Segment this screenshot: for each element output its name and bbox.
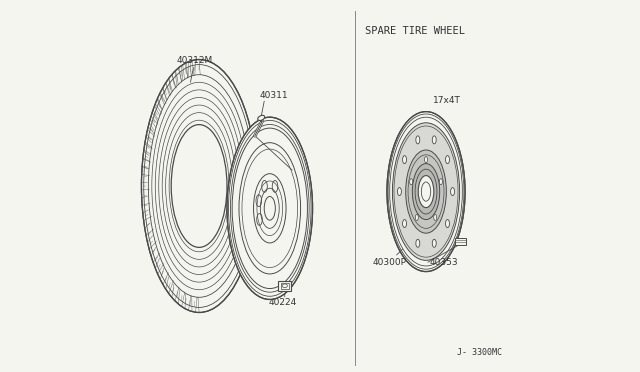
Ellipse shape: [418, 176, 434, 208]
Ellipse shape: [172, 125, 227, 247]
FancyBboxPatch shape: [278, 281, 291, 291]
Ellipse shape: [416, 136, 420, 144]
Text: 40353: 40353: [429, 258, 458, 267]
Ellipse shape: [403, 219, 406, 228]
Ellipse shape: [387, 112, 465, 272]
Ellipse shape: [445, 155, 449, 164]
Ellipse shape: [227, 117, 312, 299]
Ellipse shape: [434, 214, 436, 221]
Text: 40311: 40311: [260, 92, 289, 100]
Ellipse shape: [424, 157, 428, 163]
Text: J- 3300MC: J- 3300MC: [457, 348, 502, 357]
Ellipse shape: [416, 239, 420, 247]
Ellipse shape: [392, 123, 460, 260]
Ellipse shape: [432, 239, 436, 247]
Ellipse shape: [412, 164, 440, 219]
Ellipse shape: [403, 155, 406, 164]
Ellipse shape: [141, 60, 257, 312]
Ellipse shape: [440, 179, 442, 185]
Text: 17x4T: 17x4T: [433, 96, 461, 105]
Ellipse shape: [451, 187, 454, 196]
Text: 40300P: 40300P: [232, 154, 278, 188]
Ellipse shape: [397, 187, 401, 196]
Ellipse shape: [445, 219, 449, 228]
Ellipse shape: [406, 150, 446, 233]
Ellipse shape: [415, 214, 419, 221]
FancyBboxPatch shape: [281, 283, 289, 289]
Ellipse shape: [432, 136, 436, 144]
Text: 40224: 40224: [269, 298, 297, 307]
Text: SPARE TIRE WHEEL: SPARE TIRE WHEEL: [365, 26, 465, 36]
Text: 40300P: 40300P: [372, 249, 406, 267]
Ellipse shape: [410, 179, 413, 185]
Text: 40312M: 40312M: [177, 56, 213, 82]
Ellipse shape: [258, 115, 265, 121]
FancyBboxPatch shape: [455, 238, 466, 245]
